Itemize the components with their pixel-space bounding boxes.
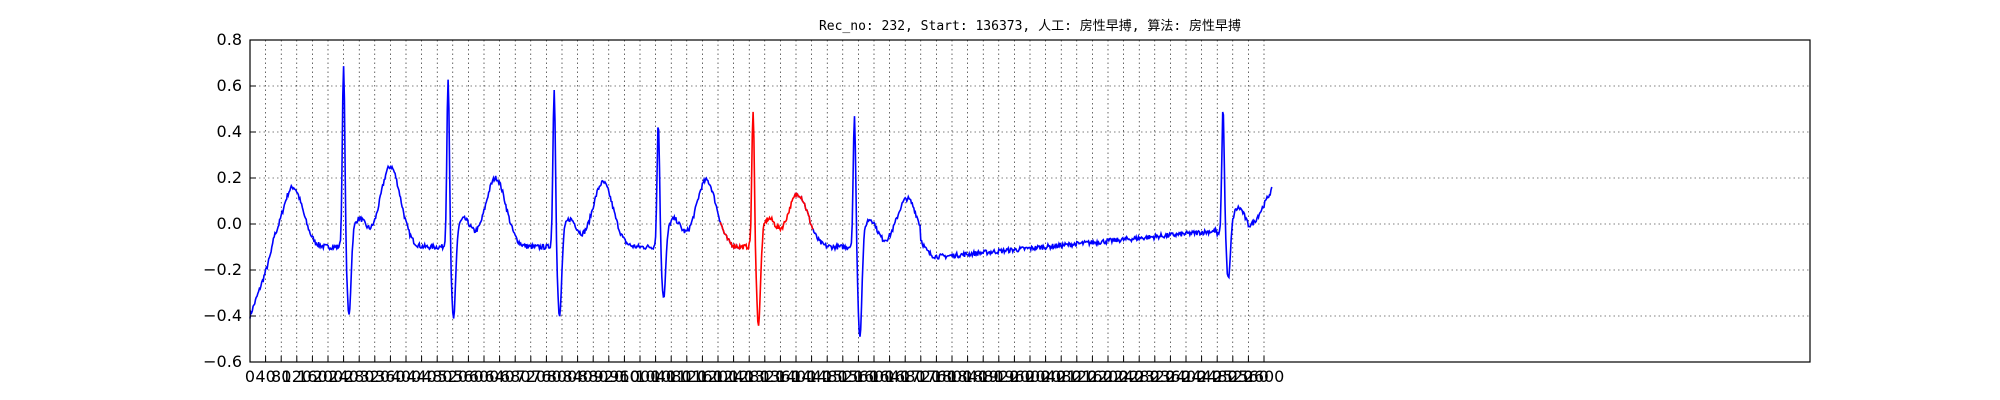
x-tick-label: 1800 (932, 367, 973, 386)
x-tick-label: 920 (594, 367, 625, 386)
x-tick-label: 2440 (1181, 367, 1222, 386)
x-tick-label: 1200 (698, 367, 739, 386)
x-tick-label: 2600 (1244, 367, 1285, 386)
x-tick-label: 520 (438, 367, 469, 386)
chart-title: Rec_no: 232, Start: 136373, 人工: 房性早搏, 算法… (819, 18, 1241, 34)
x-tick-label: 320 (360, 367, 391, 386)
x-tick-label: 2400 (1166, 367, 1207, 386)
x-tick-label: 2240 (1103, 367, 1144, 386)
x-tick-label: 1640 (869, 367, 910, 386)
y-tick-label: 0.2 (217, 168, 242, 187)
x-tick-label: 2360 (1150, 367, 1191, 386)
x-tick-label: 1040 (635, 367, 676, 386)
x-tick-label: 1280 (729, 367, 770, 386)
x-tick-label: 160 (297, 367, 328, 386)
x-tick-label: 2040 (1025, 367, 1066, 386)
x-tick-label: 240 (328, 367, 359, 386)
x-tick-label: 2520 (1212, 367, 1253, 386)
x-tick-label: 1360 (760, 367, 801, 386)
y-tick-label: −0.6 (203, 352, 242, 371)
x-tick-label: 560 (453, 367, 484, 386)
y-tick-label: 0.8 (217, 30, 242, 49)
x-tick-label: 280 (344, 367, 375, 386)
x-tick-label: 2200 (1088, 367, 1129, 386)
x-tick-label: 2160 (1072, 367, 1113, 386)
series-0-segment-1 (793, 111, 1273, 337)
x-tick-label: 360 (375, 367, 406, 386)
x-tick-label: 120 (282, 367, 313, 386)
x-tick-label: 1880 (963, 367, 1004, 386)
x-tick-label: 200 (313, 367, 344, 386)
plot-frame (249, 39, 1811, 363)
x-tick-label: 2320 (1134, 367, 1175, 386)
x-tick-label: 1520 (822, 367, 863, 386)
x-tick-label: 1000 (620, 367, 661, 386)
x-tick-label: 1680 (885, 367, 926, 386)
x-tick-label: 600 (469, 367, 500, 386)
x-tick-label: 2480 (1197, 367, 1238, 386)
y-tick-label: −0.2 (203, 260, 242, 279)
x-tick-label: 840 (562, 367, 593, 386)
x-tick-label: 720 (516, 367, 547, 386)
x-tick-label: 80 (271, 367, 291, 386)
x-tick-label: 2560 (1228, 367, 1269, 386)
x-tick-label: 640 (484, 367, 515, 386)
y-tick-label: 0.0 (217, 214, 242, 233)
series-0-segment-0 (249, 66, 741, 319)
x-tick-label: 40 (255, 367, 275, 386)
grid-lines (250, 40, 1810, 362)
x-tick-label: 1960 (994, 367, 1035, 386)
x-tick-label: 1400 (776, 367, 817, 386)
x-tick-label: 1760 (916, 367, 957, 386)
y-tick-label: 0.4 (217, 122, 242, 141)
x-tick-label: 1120 (666, 367, 707, 386)
x-tick-label: 0 (245, 367, 255, 386)
x-axis-ticks: 0 408012016020024028032036040044048052056… (245, 356, 1284, 386)
x-tick-label: 1720 (900, 367, 941, 386)
x-tick-label: 680 (500, 367, 531, 386)
x-tick-label: 1320 (744, 367, 785, 386)
x-tick-label: 1160 (682, 367, 723, 386)
x-tick-label: 1560 (838, 367, 879, 386)
x-tick-label: 2080 (1041, 367, 1082, 386)
x-tick-label: 2000 (1010, 367, 1051, 386)
y-tick-label: 0.6 (217, 76, 242, 95)
x-tick-label: 1840 (947, 367, 988, 386)
x-tick-label: 480 (422, 367, 453, 386)
x-tick-label: 1080 (651, 367, 692, 386)
y-axis-ticks: 0.8 0.6 0.4 0.2 0.0 −0.2 −0.4 −0.6 (203, 30, 256, 371)
x-tick-label: 1920 (978, 367, 1019, 386)
x-tick-label: 2120 (1056, 367, 1097, 386)
x-tick-label: 880 (578, 367, 609, 386)
x-tick-label: 400 (391, 367, 422, 386)
x-tick-label: 960 (609, 367, 640, 386)
x-tick-label: 1240 (713, 367, 754, 386)
x-tick-label: 1600 (854, 367, 895, 386)
series-lines (249, 66, 1273, 337)
x-tick-label: 760 (531, 367, 562, 386)
y-tick-label: −0.4 (203, 306, 242, 325)
series-1-segment-0 (719, 111, 814, 326)
x-tick-label: 1480 (807, 367, 848, 386)
x-tick-label: 2280 (1119, 367, 1160, 386)
x-tick-label: 800 (547, 367, 578, 386)
x-tick-label: 1440 (791, 367, 832, 386)
x-tick-label: 440 (406, 367, 437, 386)
